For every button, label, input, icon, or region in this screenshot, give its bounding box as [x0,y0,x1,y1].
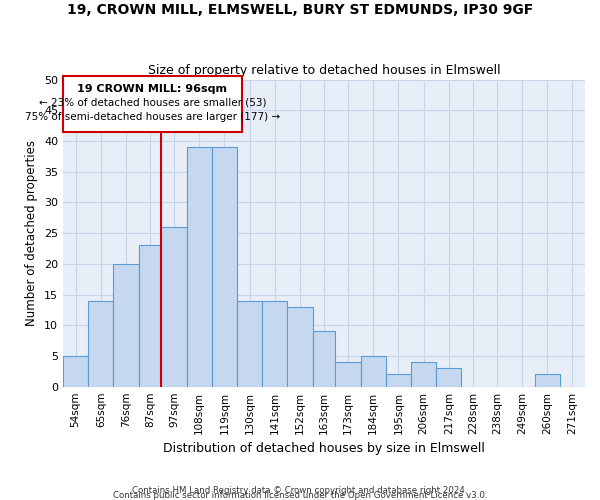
Bar [411,362,436,386]
Bar [262,300,287,386]
Bar [313,332,335,386]
Bar [287,307,313,386]
Text: 75% of semi-detached houses are larger (177) →: 75% of semi-detached houses are larger (… [25,112,280,122]
Bar [535,374,560,386]
Bar [436,368,461,386]
Bar [237,300,262,386]
Text: Contains HM Land Registry data © Crown copyright and database right 2024.: Contains HM Land Registry data © Crown c… [132,486,468,495]
Bar [386,374,411,386]
Bar [187,147,212,386]
X-axis label: Distribution of detached houses by size in Elmswell: Distribution of detached houses by size … [163,442,485,455]
Bar [212,147,237,386]
Bar [63,356,88,386]
Text: 19 CROWN MILL: 96sqm: 19 CROWN MILL: 96sqm [77,84,227,94]
Text: Contains public sector information licensed under the Open Government Licence v3: Contains public sector information licen… [113,491,487,500]
Y-axis label: Number of detached properties: Number of detached properties [25,140,38,326]
Bar [88,300,113,386]
Bar [161,227,187,386]
FancyBboxPatch shape [63,76,242,132]
Text: ← 23% of detached houses are smaller (53): ← 23% of detached houses are smaller (53… [38,98,266,108]
Bar [335,362,361,386]
Bar [139,246,161,386]
Title: Size of property relative to detached houses in Elmswell: Size of property relative to detached ho… [148,64,500,77]
Bar [361,356,386,386]
Bar [113,264,139,386]
Text: 19, CROWN MILL, ELMSWELL, BURY ST EDMUNDS, IP30 9GF: 19, CROWN MILL, ELMSWELL, BURY ST EDMUND… [67,2,533,16]
